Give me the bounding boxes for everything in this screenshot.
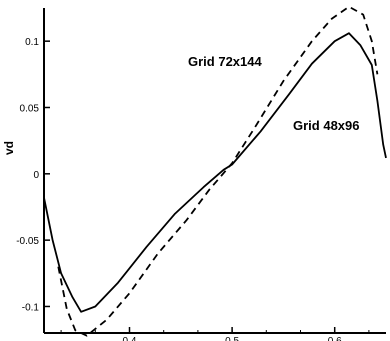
x-tick-label: 0.6 [328,336,342,341]
annotation-grid-72x144: Grid 72x144 [188,54,262,69]
series-line-grid-48x96 [43,32,387,313]
x-tick-label: 0.5 [225,336,239,341]
labels-layer: 0.1 0.05 0 -0.05 -0.1 0.4 0.5 0.6 [16,37,342,341]
axes [43,8,386,334]
y-tick-label: 0.1 [25,37,39,48]
y-tick-label: -0.1 [22,302,40,313]
series-layer [43,5,387,337]
y-tick-label: 0 [33,170,39,181]
x-tick-label: 0.4 [123,336,137,341]
annotation-grid-48x96: Grid 48x96 [293,118,360,133]
y-tick-label: -0.05 [16,236,39,247]
series-line-grid-72x144 [57,5,379,337]
y-tick-label: 0.05 [20,103,40,114]
y-axis-title: vd [2,141,16,155]
